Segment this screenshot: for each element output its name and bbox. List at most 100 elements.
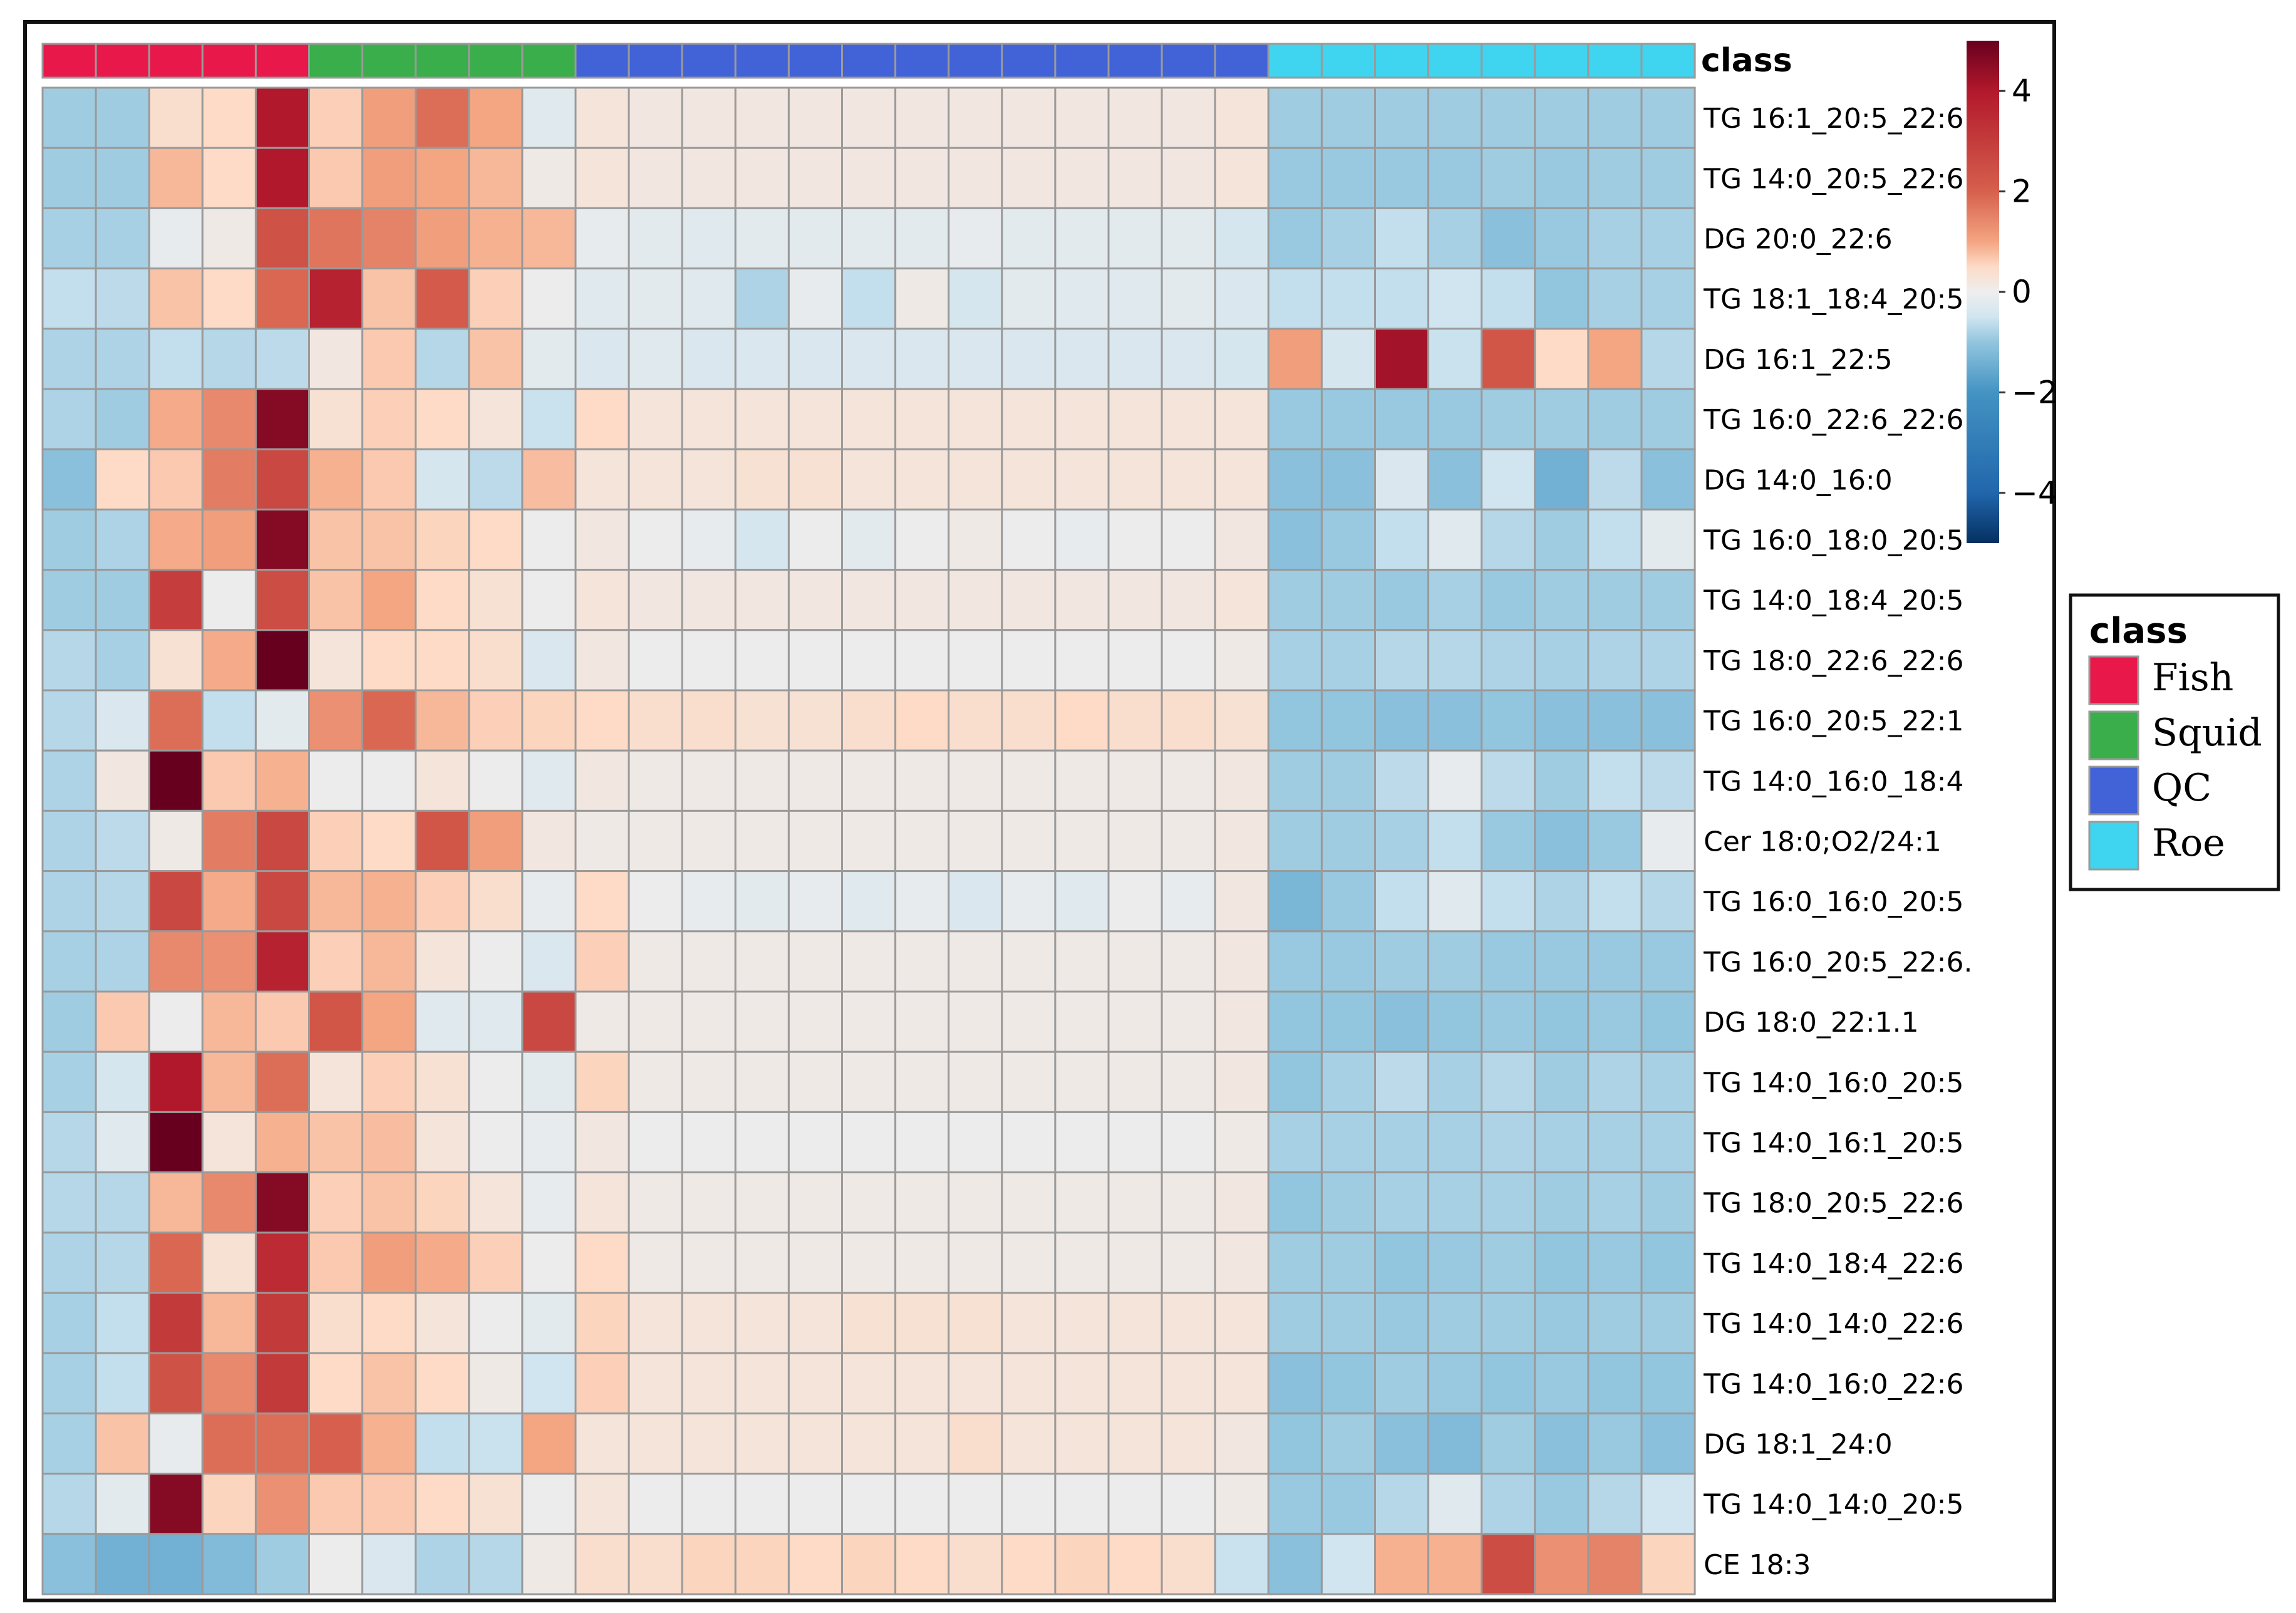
- heatmap-cell: [361, 1352, 417, 1414]
- heatmap-cell: [628, 1232, 683, 1294]
- class-bar-cell: [201, 43, 257, 79]
- heatmap-cell: [628, 147, 683, 209]
- heatmap-cell: [1481, 990, 1536, 1053]
- heatmap-cell: [894, 328, 950, 390]
- heatmap-cell: [628, 870, 683, 933]
- heatmap-cell: [1587, 569, 1643, 631]
- row-label: TG 16:1_20:5_22:6.: [1703, 103, 1972, 135]
- class-bar-cell: [1214, 43, 1270, 79]
- heatmap-cell: [1534, 508, 1590, 571]
- heatmap-cell: [1534, 1050, 1590, 1113]
- heatmap-cell: [1374, 1292, 1430, 1354]
- heatmap-cell: [521, 207, 577, 270]
- heatmap-cell: [95, 1050, 150, 1113]
- heatmap-cell: [1320, 1232, 1376, 1294]
- heatmap-cell: [254, 749, 310, 812]
- heatmap-cell: [1640, 508, 1696, 571]
- heatmap-cell: [1001, 870, 1057, 933]
- heatmap-cell: [1427, 1050, 1483, 1113]
- heatmap-cell: [1374, 749, 1430, 812]
- heatmap-cell: [681, 207, 737, 270]
- heatmap-cell: [574, 207, 630, 270]
- heatmap-cell: [1587, 508, 1643, 571]
- heatmap-cell: [1374, 448, 1430, 511]
- heatmap-cell: [1161, 508, 1216, 571]
- heatmap-cell: [415, 147, 470, 209]
- heatmap-cell: [841, 1352, 897, 1414]
- heatmap-cell: [521, 930, 577, 993]
- heatmap-cell: [1161, 749, 1216, 812]
- heatmap-cell: [1534, 328, 1590, 390]
- heatmap-cell: [254, 569, 310, 631]
- heatmap-cell: [1054, 147, 1110, 209]
- heatmap-cell: [1587, 1473, 1643, 1535]
- heatmap-cell: [361, 990, 417, 1053]
- heatmap-cell: [1640, 328, 1696, 390]
- heatmap-cell: [308, 1111, 364, 1174]
- heatmap-cell: [521, 1171, 577, 1234]
- heatmap-cell: [574, 1533, 630, 1595]
- heatmap-cell: [201, 207, 257, 270]
- heatmap-cell: [361, 870, 417, 933]
- row-label: TG 18:0_20:5_22:6: [1703, 1188, 1963, 1220]
- heatmap-cell: [148, 1533, 204, 1595]
- heatmap-cell: [574, 930, 630, 993]
- heatmap-cell: [574, 86, 630, 149]
- heatmap-cell: [148, 1292, 204, 1354]
- row-label: TG 16:0_18:0_20:5: [1703, 525, 1963, 557]
- heatmap-cell: [41, 1171, 97, 1234]
- heatmap-cell: [1640, 207, 1696, 270]
- heatmap-cell: [734, 86, 790, 149]
- heatmap-cell: [1161, 1352, 1216, 1414]
- heatmap-cell: [468, 930, 524, 993]
- heatmap-cell: [1587, 990, 1643, 1053]
- heatmap-cell: [1374, 1533, 1430, 1595]
- heatmap-cell: [1427, 147, 1483, 209]
- heatmap-cell: [361, 328, 417, 390]
- heatmap-cell: [1107, 267, 1163, 330]
- heatmap-cell: [1107, 1352, 1163, 1414]
- heatmap-cell: [1640, 267, 1696, 330]
- heatmap-cell: [1214, 990, 1270, 1053]
- heatmap-cell: [361, 147, 417, 209]
- heatmap-cell: [574, 448, 630, 511]
- colorbar-tick-label: −2: [2012, 374, 2058, 410]
- heatmap-cell: [1054, 267, 1110, 330]
- heatmap-cell: [308, 267, 364, 330]
- heatmap-cell: [894, 508, 950, 571]
- heatmap-cell: [574, 1412, 630, 1475]
- heatmap-cell: [41, 207, 97, 270]
- heatmap-cell: [1427, 1473, 1483, 1535]
- class-bar-cell: [894, 43, 950, 79]
- heatmap-cell: [1107, 749, 1163, 812]
- heatmap-cell: [681, 870, 737, 933]
- heatmap-cell: [1161, 267, 1216, 330]
- heatmap-cell: [1054, 930, 1110, 993]
- heatmap-cell: [95, 267, 150, 330]
- heatmap-cell: [628, 207, 683, 270]
- heatmap-cell: [148, 1111, 204, 1174]
- heatmap-cell: [521, 1352, 577, 1414]
- heatmap-cell: [628, 1050, 683, 1113]
- heatmap-cell: [1161, 930, 1216, 993]
- class-bar-cell: [1534, 43, 1590, 79]
- heatmap-cell: [41, 569, 97, 631]
- heatmap-cell: [574, 1050, 630, 1113]
- heatmap-cell: [95, 1352, 150, 1414]
- heatmap-cell: [1534, 147, 1590, 209]
- heatmap-cell: [1054, 508, 1110, 571]
- heatmap-cell: [1374, 930, 1430, 993]
- heatmap-cell: [948, 1292, 1003, 1354]
- heatmap-cell: [1107, 86, 1163, 149]
- heatmap-cell: [1587, 448, 1643, 511]
- legend-swatch-squid: [2088, 710, 2139, 760]
- heatmap-cell: [468, 809, 524, 873]
- heatmap-cell: [415, 448, 470, 511]
- heatmap-cell: [1320, 508, 1376, 571]
- heatmap-cell: [1427, 809, 1483, 873]
- heatmap-cell: [1374, 569, 1430, 631]
- heatmap-cell: [1267, 86, 1323, 149]
- heatmap-cell: [95, 448, 150, 511]
- heatmap-cell: [201, 809, 257, 873]
